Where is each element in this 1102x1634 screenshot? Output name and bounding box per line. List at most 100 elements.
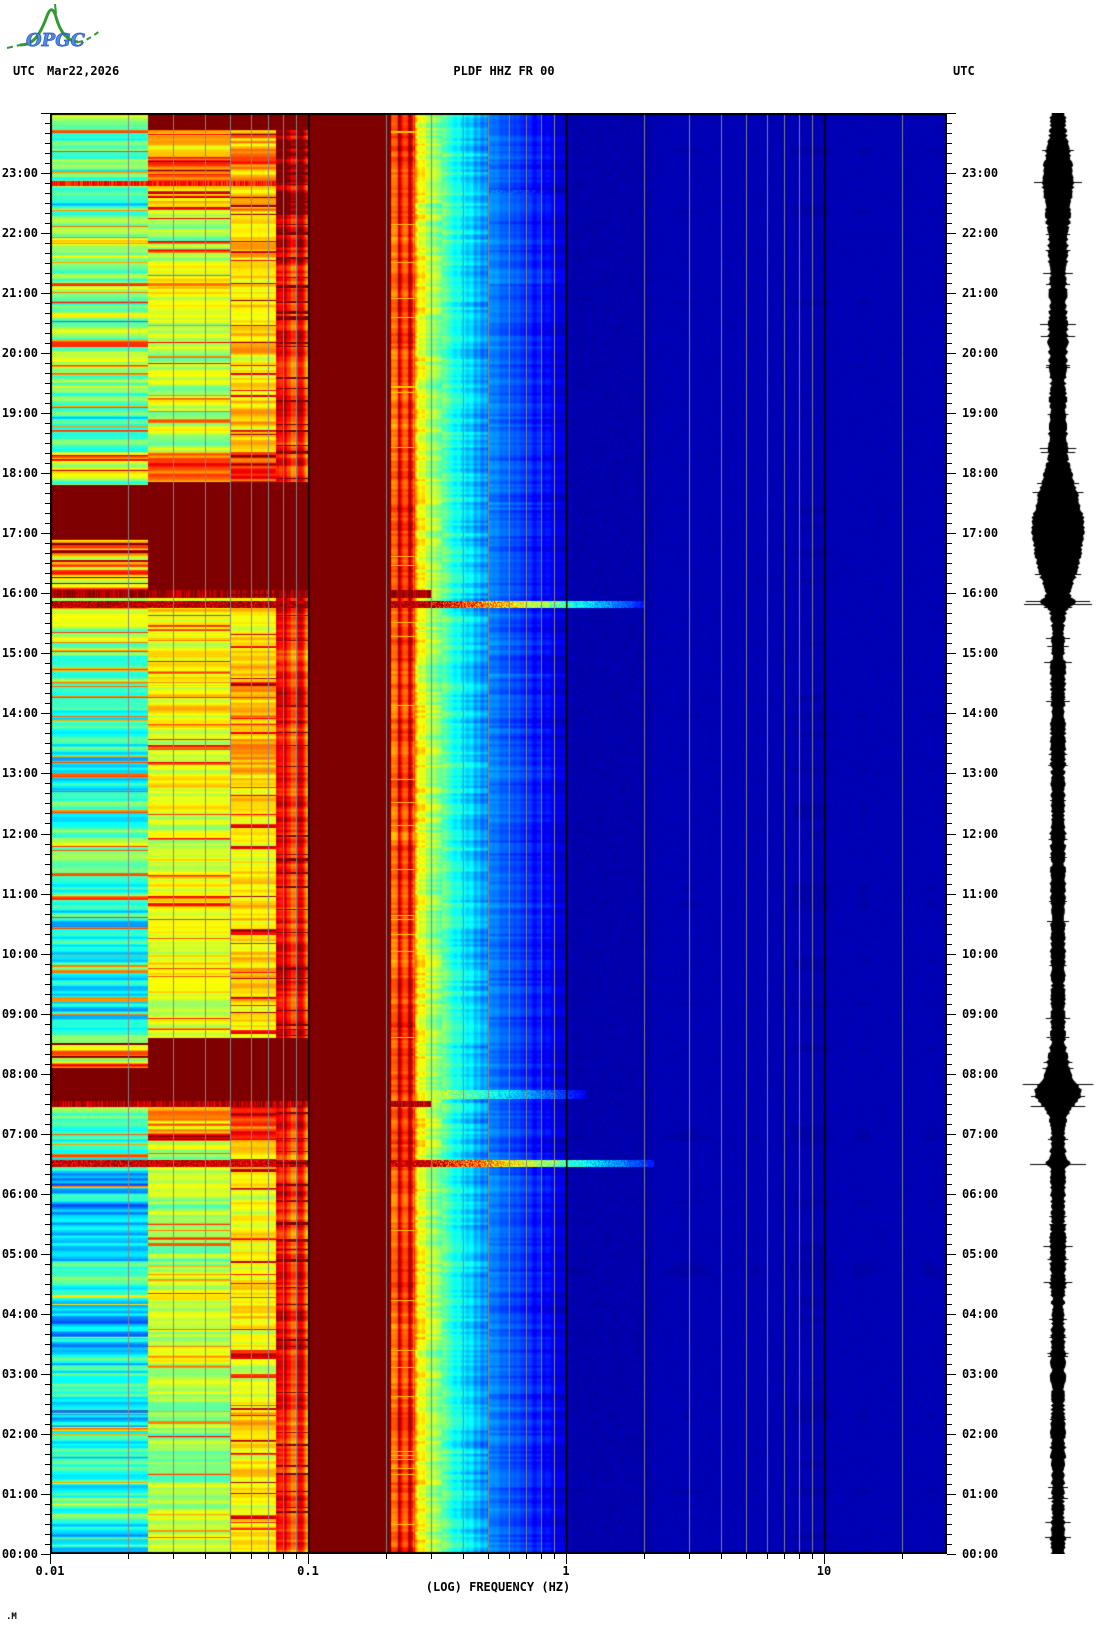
x-tick-minor <box>230 1554 231 1559</box>
time-label-left-10:00: 10:00 <box>1 947 38 961</box>
y-tick-left <box>41 954 50 955</box>
y-tick-right <box>947 1214 952 1215</box>
y-tick-right <box>947 1384 952 1385</box>
time-label-left-21:00: 21:00 <box>1 286 38 300</box>
y-tick-left <box>45 583 50 584</box>
y-tick-right <box>947 273 952 274</box>
y-tick-right <box>947 1434 956 1435</box>
time-label-right-03:00: 03:00 <box>962 1367 999 1381</box>
y-tick-right <box>947 924 952 925</box>
y-tick-left <box>45 1304 50 1305</box>
y-tick-right <box>947 1164 952 1165</box>
y-tick-right <box>947 1424 952 1425</box>
x-tick-minor <box>386 1554 387 1559</box>
y-tick-right <box>947 1114 952 1115</box>
y-tick-right <box>947 173 956 174</box>
y-tick-right <box>947 133 952 134</box>
time-label-left-22:00: 22:00 <box>1 226 38 240</box>
x-tick-minor <box>296 1554 297 1559</box>
y-tick-left <box>45 1104 50 1105</box>
x-tick-minor <box>431 1554 432 1559</box>
y-tick-left <box>45 603 50 604</box>
y-tick-left <box>41 353 50 354</box>
y-tick-right <box>947 894 956 895</box>
y-tick-left <box>45 263 50 264</box>
y-tick-left <box>45 423 50 424</box>
y-tick-left <box>45 463 50 464</box>
y-tick-left <box>45 253 50 254</box>
y-tick-left <box>45 1344 50 1345</box>
time-label-right-22:00: 22:00 <box>962 226 999 240</box>
y-tick-right <box>947 473 956 474</box>
y-tick-right <box>947 403 952 404</box>
y-tick-right <box>947 743 952 744</box>
y-tick-right <box>947 523 952 524</box>
y-tick-left <box>45 1534 50 1535</box>
time-label-left-02:00: 02:00 <box>1 1427 38 1441</box>
y-tick-right <box>947 723 952 724</box>
y-tick-left <box>45 984 50 985</box>
time-label-right-15:00: 15:00 <box>962 646 999 660</box>
y-tick-left <box>45 783 50 784</box>
y-tick-right <box>947 1134 956 1135</box>
y-tick-right <box>947 623 952 624</box>
y-tick-left <box>45 1114 50 1115</box>
y-tick-right <box>947 673 952 674</box>
y-tick-left <box>45 823 50 824</box>
x-tick-minor <box>644 1554 645 1559</box>
time-label-right-19:00: 19:00 <box>962 406 999 420</box>
y-tick-left <box>41 293 50 294</box>
y-tick-left <box>45 493 50 494</box>
y-tick-right <box>947 1404 952 1405</box>
x-tick-minor <box>902 1554 903 1559</box>
y-tick-left <box>45 323 50 324</box>
y-tick-right <box>947 543 952 544</box>
y-tick-right <box>947 653 956 654</box>
y-tick-left <box>45 663 50 664</box>
x-tick-decade <box>308 1554 309 1564</box>
y-tick-left <box>45 143 50 144</box>
y-tick-right <box>947 1014 956 1015</box>
x-tick-minor <box>721 1554 722 1559</box>
y-tick-right <box>947 373 952 374</box>
y-tick-left <box>45 673 50 674</box>
y-tick-right <box>947 1414 952 1415</box>
y-tick-right <box>947 1294 952 1295</box>
x-tick-minor <box>526 1554 527 1559</box>
time-label-left-17:00: 17:00 <box>1 526 38 540</box>
y-tick-left <box>45 453 50 454</box>
y-tick-left <box>45 683 50 684</box>
y-tick-right <box>947 413 956 414</box>
y-tick-left <box>45 313 50 314</box>
y-tick-left <box>41 1194 50 1195</box>
y-tick-right <box>947 233 956 234</box>
y-tick-right <box>947 1504 952 1505</box>
y-tick-left <box>45 793 50 794</box>
y-tick-left <box>45 723 50 724</box>
time-label-left-00:00: 00:00 <box>1 1547 38 1561</box>
y-tick-left <box>45 1504 50 1505</box>
opgc-logo: OPGC <box>6 3 102 51</box>
x-tick-minor <box>283 1554 284 1559</box>
y-tick-left <box>41 1314 50 1315</box>
y-tick-left <box>45 633 50 634</box>
y-tick-left <box>45 1224 50 1225</box>
x-tick-decade <box>824 1554 825 1564</box>
time-label-left-12:00: 12:00 <box>1 827 38 841</box>
y-tick-left <box>45 1244 50 1245</box>
y-tick-right <box>947 493 952 494</box>
y-tick-left <box>45 1404 50 1405</box>
x-tick-minor <box>784 1554 785 1559</box>
time-label-right-05:00: 05:00 <box>962 1247 999 1261</box>
x-tick-minor <box>268 1554 269 1559</box>
x-tick-minor <box>689 1554 690 1559</box>
logo-curve-main <box>19 8 79 47</box>
y-tick-right <box>947 253 952 254</box>
x-tick-decade <box>566 1554 567 1564</box>
y-tick-left <box>45 1544 50 1545</box>
logo-summit-line <box>54 3 57 15</box>
y-tick-left <box>45 1364 50 1365</box>
y-tick-left <box>45 934 50 935</box>
time-label-right-07:00: 07:00 <box>962 1127 999 1141</box>
y-tick-right <box>947 753 952 754</box>
